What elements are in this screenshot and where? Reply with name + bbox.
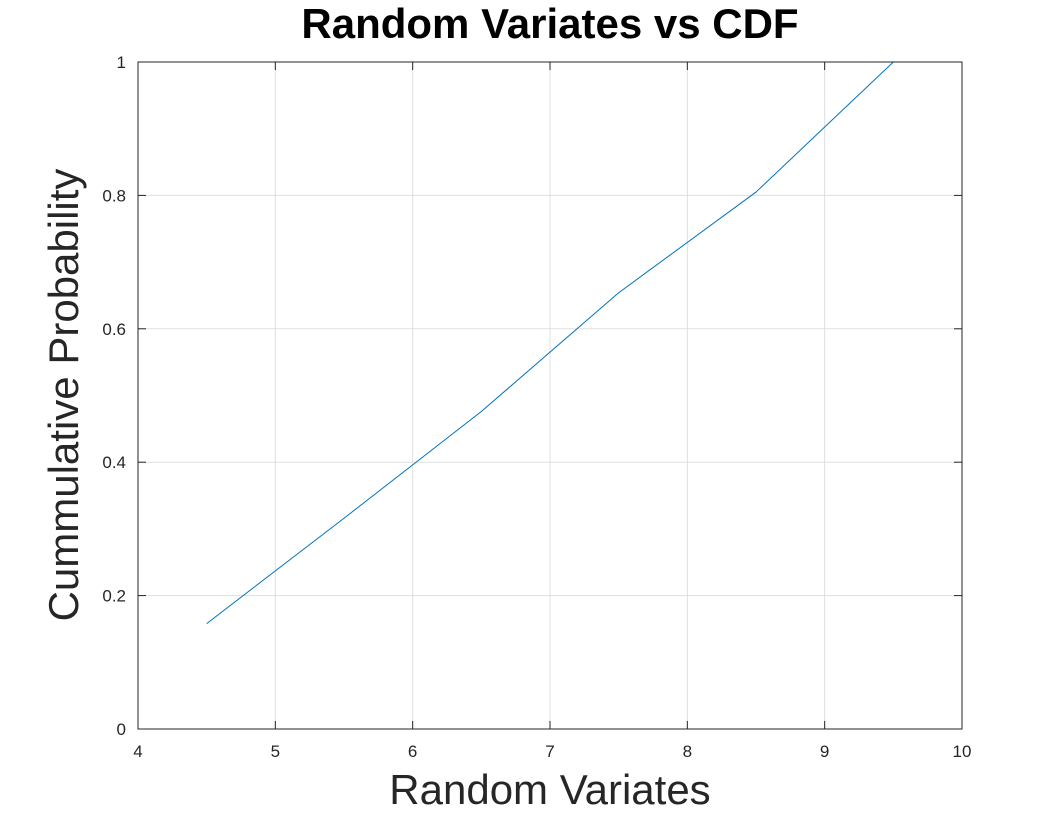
x-tick-label: 6 [408,742,417,761]
chart-title: Random Variates vs CDF [301,0,798,47]
x-tick-label: 7 [545,742,554,761]
y-tick-label: 0.2 [102,587,126,606]
y-tick-label: 0.8 [102,186,126,205]
x-axis-label: Random Variates [389,766,710,813]
y-tick-label: 1 [117,53,126,72]
y-gridlines [138,194,962,597]
y-tick-label: 0 [117,720,126,739]
y-ticks: 0 0.2 0.4 0.6 0.8 1 [102,53,962,739]
x-tick-label: 10 [953,742,972,761]
x-tick-label: 5 [271,742,280,761]
y-tick-label: 0.6 [102,320,126,339]
x-ticks: 4 5 6 7 8 9 10 [133,62,971,761]
series-layer [206,61,894,625]
x-gridlines [274,62,826,729]
x-tick-label: 8 [683,742,692,761]
y-axis-label: Cummulative Probability [40,169,87,622]
x-tick-label: 4 [133,742,142,761]
series-line-0 [206,61,894,625]
y-tick-label: 0.4 [102,453,126,472]
x-tick-label: 9 [820,742,829,761]
